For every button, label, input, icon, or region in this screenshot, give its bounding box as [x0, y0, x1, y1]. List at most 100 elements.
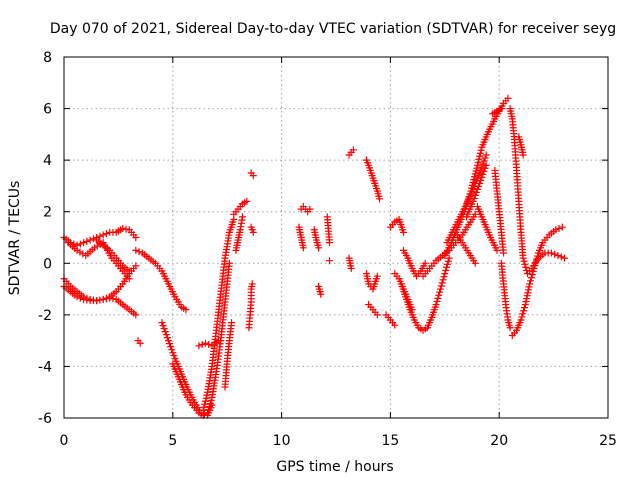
data-point [476, 152, 484, 160]
data-point [479, 160, 487, 168]
series-arc-V [315, 282, 325, 298]
series-arc-AA [362, 156, 384, 203]
series-arc-S [297, 203, 314, 216]
data-point [473, 161, 481, 169]
data-point [169, 349, 177, 357]
data-point [521, 301, 529, 309]
data-point [248, 280, 256, 288]
series-arc-X [325, 257, 333, 265]
data-point [205, 403, 213, 411]
data-point [99, 231, 107, 239]
data-point [444, 257, 452, 265]
data-point [106, 294, 114, 302]
data-point [238, 213, 246, 221]
data-point [315, 244, 323, 252]
data-point [481, 164, 489, 172]
data-point [225, 259, 233, 267]
data-point [478, 173, 486, 181]
data-point [433, 297, 441, 305]
series-arc-AL [452, 228, 479, 267]
data-point [480, 167, 488, 175]
series-arc-AB [362, 270, 381, 293]
data-point [76, 294, 84, 302]
chart-title: Day 070 of 2021, Sidereal Day-to-day VTE… [50, 21, 616, 37]
data-point [76, 240, 84, 248]
series-arc-AC [365, 301, 381, 319]
data-point [136, 339, 144, 347]
data-point [443, 263, 451, 271]
series-arc-AS [508, 223, 566, 339]
data-point [520, 307, 528, 315]
data-point [480, 157, 488, 165]
data-point [73, 293, 81, 301]
data-point [168, 346, 176, 354]
series-arc-AN [473, 203, 501, 254]
data-point [557, 253, 565, 261]
data-point [376, 195, 384, 203]
data-point [119, 224, 127, 232]
data-point [99, 295, 107, 303]
data-point [167, 343, 175, 351]
data-point [166, 340, 174, 348]
data-point [558, 223, 566, 231]
series-arc-Q [247, 169, 257, 180]
data-point [399, 228, 407, 236]
data-point [482, 161, 490, 169]
y-tick-label: -6 [38, 411, 52, 427]
data-point [504, 94, 512, 102]
data-point [432, 301, 440, 309]
x-tick-label: 0 [60, 433, 69, 449]
data-point [203, 391, 211, 399]
data-point [519, 151, 527, 159]
data-point [96, 296, 104, 304]
x-tick-label: 20 [490, 433, 508, 449]
y-tick-label: -4 [38, 359, 52, 375]
data-point [125, 275, 133, 283]
data-point [528, 271, 536, 279]
data-point [524, 286, 532, 294]
series-arc-Z [345, 254, 355, 272]
data-point [204, 406, 212, 414]
data-point [170, 352, 178, 360]
data-point [86, 236, 94, 244]
data-point [132, 246, 140, 254]
data-point [547, 249, 555, 257]
data-point [201, 400, 209, 408]
data-point [122, 225, 130, 233]
data-point [158, 319, 166, 327]
data-point [214, 337, 222, 345]
data-point [477, 176, 485, 184]
data-point [83, 296, 91, 304]
data-point [96, 232, 104, 240]
data-point [554, 252, 562, 260]
data-point [445, 254, 453, 262]
data-point [198, 341, 206, 349]
y-tick-label: 6 [43, 102, 52, 118]
data-point [102, 230, 110, 238]
series-arc-AH [399, 246, 429, 280]
data-point [325, 239, 333, 247]
data-point [519, 254, 527, 262]
series-arc-M [221, 319, 236, 391]
data-point [228, 319, 236, 327]
data-point [83, 237, 91, 245]
data-point [442, 267, 450, 275]
data-point [202, 394, 210, 402]
series-arc-AQ [497, 259, 514, 332]
x-axis-label: GPS time / hours [276, 459, 393, 475]
data-point [243, 197, 251, 205]
series-arc-AE [386, 215, 407, 236]
data-point [132, 311, 140, 319]
data-point [481, 154, 489, 162]
data-point [102, 295, 110, 303]
data-point [477, 146, 485, 154]
data-point [159, 322, 167, 330]
data-point [560, 254, 568, 262]
axis-ticks [63, 56, 609, 419]
data-point [531, 261, 539, 269]
data-point [471, 259, 479, 267]
data-point [434, 294, 442, 302]
plot-frame [63, 56, 609, 419]
data-point [470, 194, 478, 202]
series-arc-N [230, 197, 251, 218]
